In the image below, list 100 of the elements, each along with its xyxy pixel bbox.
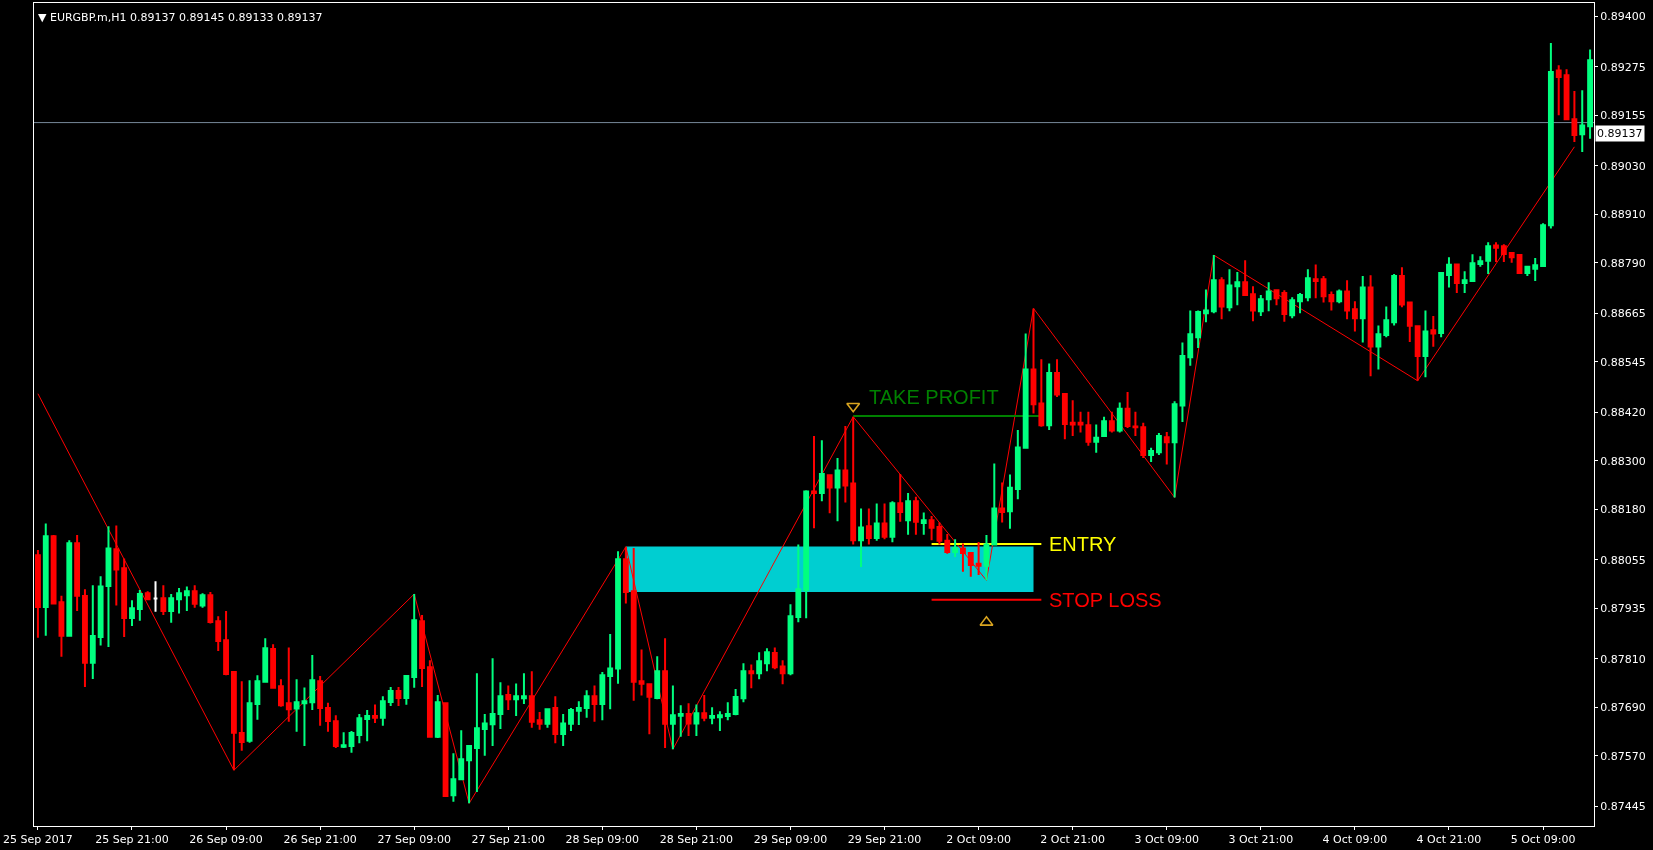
candlestick [1038, 358, 1045, 428]
candlestick [1265, 281, 1272, 313]
candlestick [1304, 268, 1311, 303]
x-tick-label: 27 Sep 09:00 [377, 833, 451, 847]
candlestick [74, 534, 81, 613]
series-label: ENTRY [1049, 533, 1117, 555]
candlestick [1524, 265, 1531, 278]
x-tick-label: 28 Sep 09:00 [565, 833, 640, 847]
candlestick [732, 688, 739, 717]
candlestick [693, 703, 700, 737]
candlestick [364, 709, 371, 743]
candlestick [944, 532, 951, 555]
candlestick [646, 682, 653, 736]
candlestick [223, 610, 229, 677]
candlestick [58, 594, 65, 658]
candlestick [419, 614, 425, 689]
candlestick [262, 637, 269, 683]
candlestick [434, 694, 441, 739]
candlestick [560, 713, 567, 747]
candlestick [1022, 332, 1029, 449]
candlestick [1477, 255, 1484, 268]
candlestick [278, 678, 284, 708]
candlestick [811, 435, 817, 530]
candlestick [1054, 358, 1060, 398]
candlestick [183, 585, 190, 613]
y-tick-label: 0.88300 [1600, 454, 1646, 468]
candlestick [873, 502, 880, 542]
candlestick [113, 524, 120, 607]
candlestick [1210, 254, 1217, 315]
series-label: STOP LOSS [1049, 589, 1162, 611]
candlestick [1351, 300, 1358, 333]
y-tick-label: 0.89155 [1600, 109, 1646, 123]
candlestick [411, 593, 418, 689]
candlestick [1297, 292, 1303, 315]
candlestick [536, 711, 543, 731]
candlestick [1406, 301, 1413, 343]
candlestick [152, 580, 159, 613]
candlestick [1532, 256, 1539, 282]
candlestick [285, 646, 292, 723]
candlestick [756, 651, 763, 681]
candlestick [270, 643, 277, 689]
candlestick [1273, 288, 1280, 307]
candlestick [82, 588, 88, 689]
candlestick [1085, 410, 1092, 447]
candlestick [403, 675, 410, 706]
candlestick [1077, 410, 1084, 434]
candlestick [1399, 266, 1405, 309]
y-tick-label: 0.88180 [1600, 503, 1646, 517]
candlestick [450, 752, 457, 803]
candlestick [356, 713, 363, 745]
y-tick-label: 0.88910 [1600, 208, 1646, 222]
candlestick [912, 495, 919, 536]
candlestick [1069, 399, 1076, 438]
candlestick [215, 615, 222, 653]
candlestick [1547, 42, 1554, 230]
candlestick [481, 713, 488, 757]
x-tick-label: 29 Sep 21:00 [847, 833, 922, 847]
candlestick [740, 662, 747, 704]
candlestick [144, 590, 151, 602]
candlestick [1383, 305, 1390, 339]
candlestick [246, 679, 253, 744]
candlestick [1171, 400, 1178, 499]
candlestick [528, 670, 535, 729]
x-tick-label: 4 Oct 09:00 [1322, 833, 1388, 847]
candlestick [826, 473, 833, 515]
candlestick [779, 659, 786, 686]
candlestick [975, 540, 982, 577]
candlestick [1367, 274, 1374, 378]
x-tick-label: 2 Oct 09:00 [946, 833, 1011, 847]
candlestick [967, 551, 974, 578]
candlestick [42, 522, 49, 637]
y-tick-label: 0.88545 [1600, 355, 1646, 369]
candlestick [630, 547, 637, 702]
candlestick [497, 681, 504, 731]
x-tick-label: 3 Oct 21:00 [1228, 833, 1294, 847]
candlestick [764, 647, 770, 673]
y-tick-label: 0.87570 [1600, 749, 1646, 763]
candlestick [1414, 325, 1421, 382]
candlestick [1014, 429, 1021, 501]
candlestick [842, 425, 849, 504]
candlestick [121, 557, 128, 638]
candlestick [1116, 401, 1123, 434]
candlestick [654, 655, 661, 701]
candlestick [1320, 275, 1327, 304]
candlestick [865, 507, 872, 546]
candlestick [238, 680, 245, 752]
candlestick [575, 700, 582, 726]
candlestick [1453, 262, 1460, 295]
series-label: TAKE PROFIT [869, 386, 999, 408]
candlestick [936, 521, 943, 546]
candlestick [1446, 256, 1452, 289]
candlestick [66, 539, 73, 637]
x-tick-label: 25 Sep 21:00 [95, 833, 169, 847]
candlestick [1093, 423, 1100, 454]
candlestick [818, 439, 825, 503]
candlestick [254, 674, 261, 721]
candlestick [1438, 271, 1445, 339]
candlestick [1555, 64, 1562, 117]
candlestick [889, 500, 896, 544]
candlestick [771, 646, 778, 671]
